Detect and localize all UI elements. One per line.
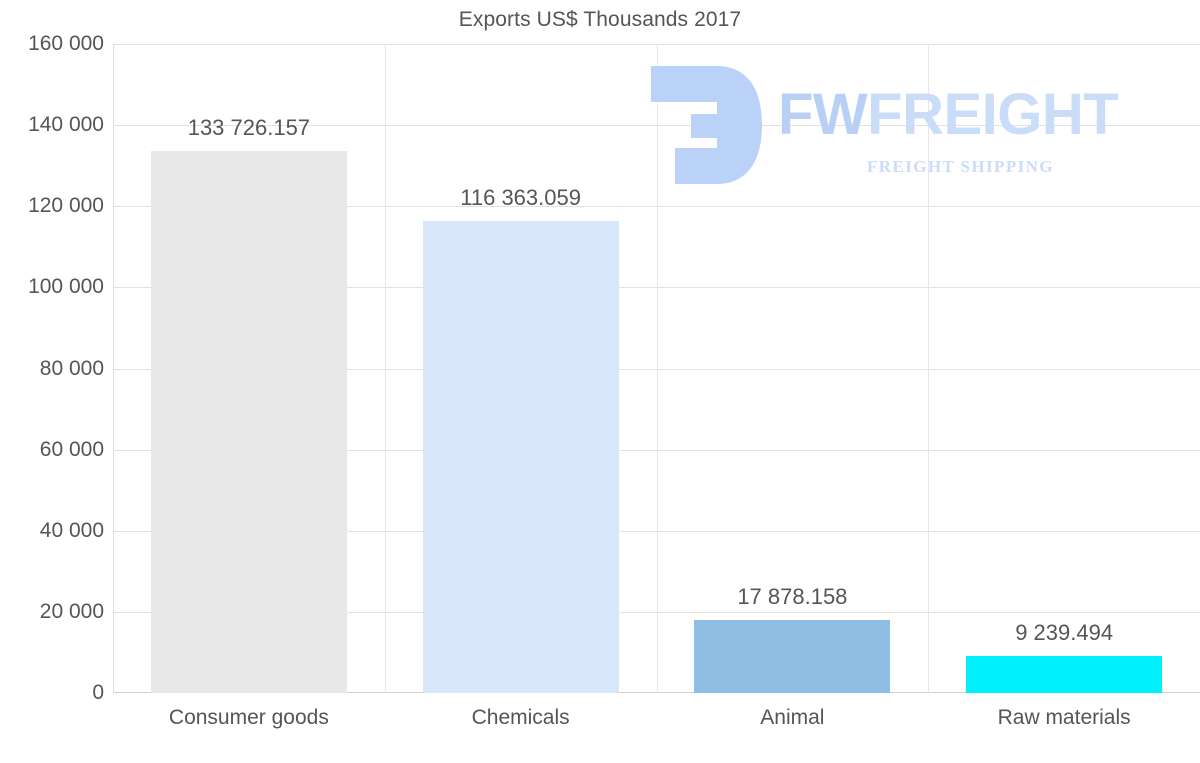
- gridline: [113, 44, 1200, 45]
- y-axis-tick-label: 120 000: [28, 194, 104, 218]
- x-axis-tick-label: Raw materials: [997, 706, 1131, 729]
- gridline: [113, 368, 1200, 370]
- gridline: [113, 611, 1200, 613]
- bar[interactable]: [422, 221, 619, 693]
- y-axis-tick-label: 60 000: [39, 437, 104, 461]
- x-axis-tick-label: Chemicals: [471, 706, 570, 729]
- x-axis-tick-label: Consumer goods: [168, 706, 329, 729]
- category-divider: [385, 44, 386, 693]
- y-axis-tick-label: 0: [92, 681, 104, 704]
- gridline: [113, 530, 1200, 532]
- category-divider: [657, 44, 658, 693]
- y-axis-tick-label: 140 000: [28, 113, 104, 137]
- y-axis-tick-label: 100 000: [28, 275, 104, 299]
- y-axis-tick-label: 160 000: [28, 32, 104, 55]
- bar-value-label: 9 239.494: [1015, 619, 1114, 645]
- bar[interactable]: [150, 150, 347, 693]
- bar-value-label: 17 878.158: [737, 584, 848, 610]
- y-axis-tick-label: 20 000: [39, 599, 104, 623]
- bar[interactable]: [694, 620, 891, 693]
- x-axis-tick-label: Animal: [760, 706, 825, 729]
- category-divider: [928, 44, 929, 693]
- gridline: [113, 206, 1200, 208]
- gridline: [113, 287, 1200, 289]
- y-axis-tick-label: 40 000: [39, 518, 104, 542]
- y-axis-line: [113, 44, 114, 693]
- y-axis-tick-label: 80 000: [39, 356, 104, 380]
- bar-value-label: 116 363.059: [460, 185, 581, 210]
- gridline: [113, 449, 1200, 451]
- bar[interactable]: [966, 655, 1163, 693]
- chart-title: Exports US$ Thousands 2017: [458, 8, 742, 31]
- x-axis-line: [113, 692, 1200, 693]
- bar-value-label: 133 726.157: [187, 114, 311, 140]
